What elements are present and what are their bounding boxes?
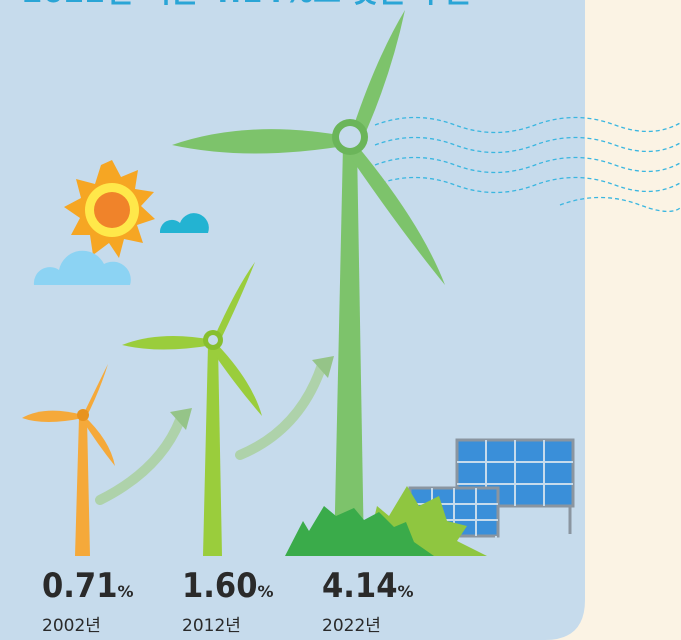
year: 2012년 bbox=[182, 616, 241, 636]
value: 1.60 bbox=[182, 566, 257, 606]
page: 2022년 기준 4.14%로 낮은 수준 0.71% 2002년 1.60% … bbox=[0, 0, 681, 640]
value: 0.71 bbox=[42, 566, 117, 606]
stats: 0.71% 2002년 1.60% 2012년 4.14% 2022년 bbox=[42, 566, 414, 636]
infographic: 2022년 기준 4.14%로 낮은 수준 0.71% 2002년 1.60% … bbox=[0, 0, 681, 640]
unit: % bbox=[397, 582, 413, 601]
year: 2002년 bbox=[42, 616, 101, 636]
title: 2022년 기준 4.14%로 낮은 수준 bbox=[22, 0, 472, 10]
value: 4.14 bbox=[322, 566, 397, 606]
year: 2022년 bbox=[322, 616, 381, 636]
unit: % bbox=[257, 582, 273, 601]
unit: % bbox=[117, 582, 133, 601]
